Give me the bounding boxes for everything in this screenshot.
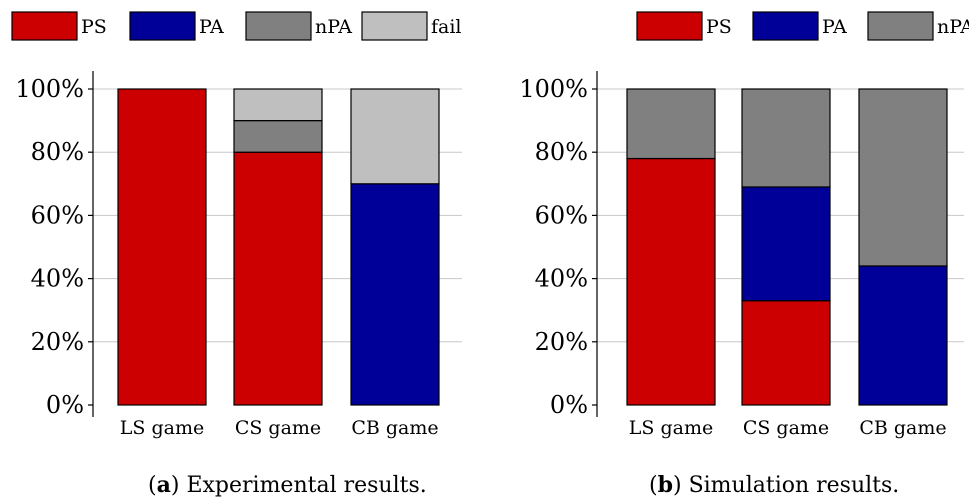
- legend-swatch: [129, 11, 196, 41]
- bar-segment: [233, 119, 323, 153]
- legend-label: PS: [706, 16, 732, 38]
- y-tick-label: 0%: [550, 391, 588, 419]
- bar-segment: [741, 186, 831, 302]
- bar-segment: [626, 157, 716, 406]
- caption-a-label: a: [156, 472, 171, 498]
- caption-a: (a) Experimental results.: [148, 472, 427, 498]
- legend-swatch: [245, 11, 312, 41]
- bar-segment: [858, 88, 948, 267]
- bar-segment: [233, 88, 323, 122]
- bar-segment: [350, 183, 440, 406]
- x-tick-label: CB game: [351, 417, 438, 439]
- legend-swatch: [361, 11, 428, 41]
- bar-segment: [626, 88, 716, 160]
- legend-label: nPA: [315, 16, 352, 38]
- bar-segment: [858, 265, 948, 406]
- y-tick-label: 40%: [31, 265, 84, 293]
- chart-panel-a: 0% 20% 40% 60% 80% 100% LS game CS game CB game P…: [11, 11, 462, 439]
- bar-segment: [350, 88, 440, 185]
- legend-label: nPA: [937, 16, 969, 38]
- legend-swatch: [752, 11, 819, 41]
- x-tick-label: CB game: [859, 417, 946, 439]
- y-tick-label: 20%: [535, 328, 588, 356]
- legend-label: PS: [81, 16, 107, 38]
- x-tick-label: LS game: [120, 417, 204, 439]
- bar-segment: [741, 88, 831, 188]
- x-tick-label: CS game: [235, 417, 321, 439]
- legend-label: fail: [431, 16, 462, 38]
- legend-label: PA: [199, 16, 224, 38]
- y-tick-label: 80%: [535, 138, 588, 166]
- x-tick-label: LS game: [629, 417, 713, 439]
- legend-label: PA: [822, 16, 847, 38]
- y-tick-label: 100%: [15, 75, 84, 103]
- y-tick-label: 60%: [535, 201, 588, 229]
- y-tick-label: 40%: [535, 265, 588, 293]
- bar-segment: [741, 300, 831, 406]
- legend-swatch: [11, 11, 78, 41]
- caption-a-text: Experimental results.: [179, 473, 427, 498]
- caption-b-label: b: [657, 472, 673, 498]
- bar-segment: [233, 151, 323, 406]
- caption-b-text: Simulation results.: [681, 473, 900, 498]
- chart-panel-b: 0% 20% 40% 60% 80% 100% LS game CS game CB game P…: [519, 11, 969, 439]
- bar-segment: [117, 88, 207, 406]
- y-tick-label: 20%: [31, 328, 84, 356]
- y-tick-label: 0%: [46, 391, 84, 419]
- y-tick-label: 100%: [519, 75, 588, 103]
- x-tick-label: CS game: [743, 417, 829, 439]
- y-tick-label: 60%: [31, 201, 84, 229]
- legend-swatch: [636, 11, 703, 41]
- y-tick-label: 80%: [31, 138, 84, 166]
- caption-b: (b) Simulation results.: [649, 472, 900, 498]
- legend-swatch: [867, 11, 934, 41]
